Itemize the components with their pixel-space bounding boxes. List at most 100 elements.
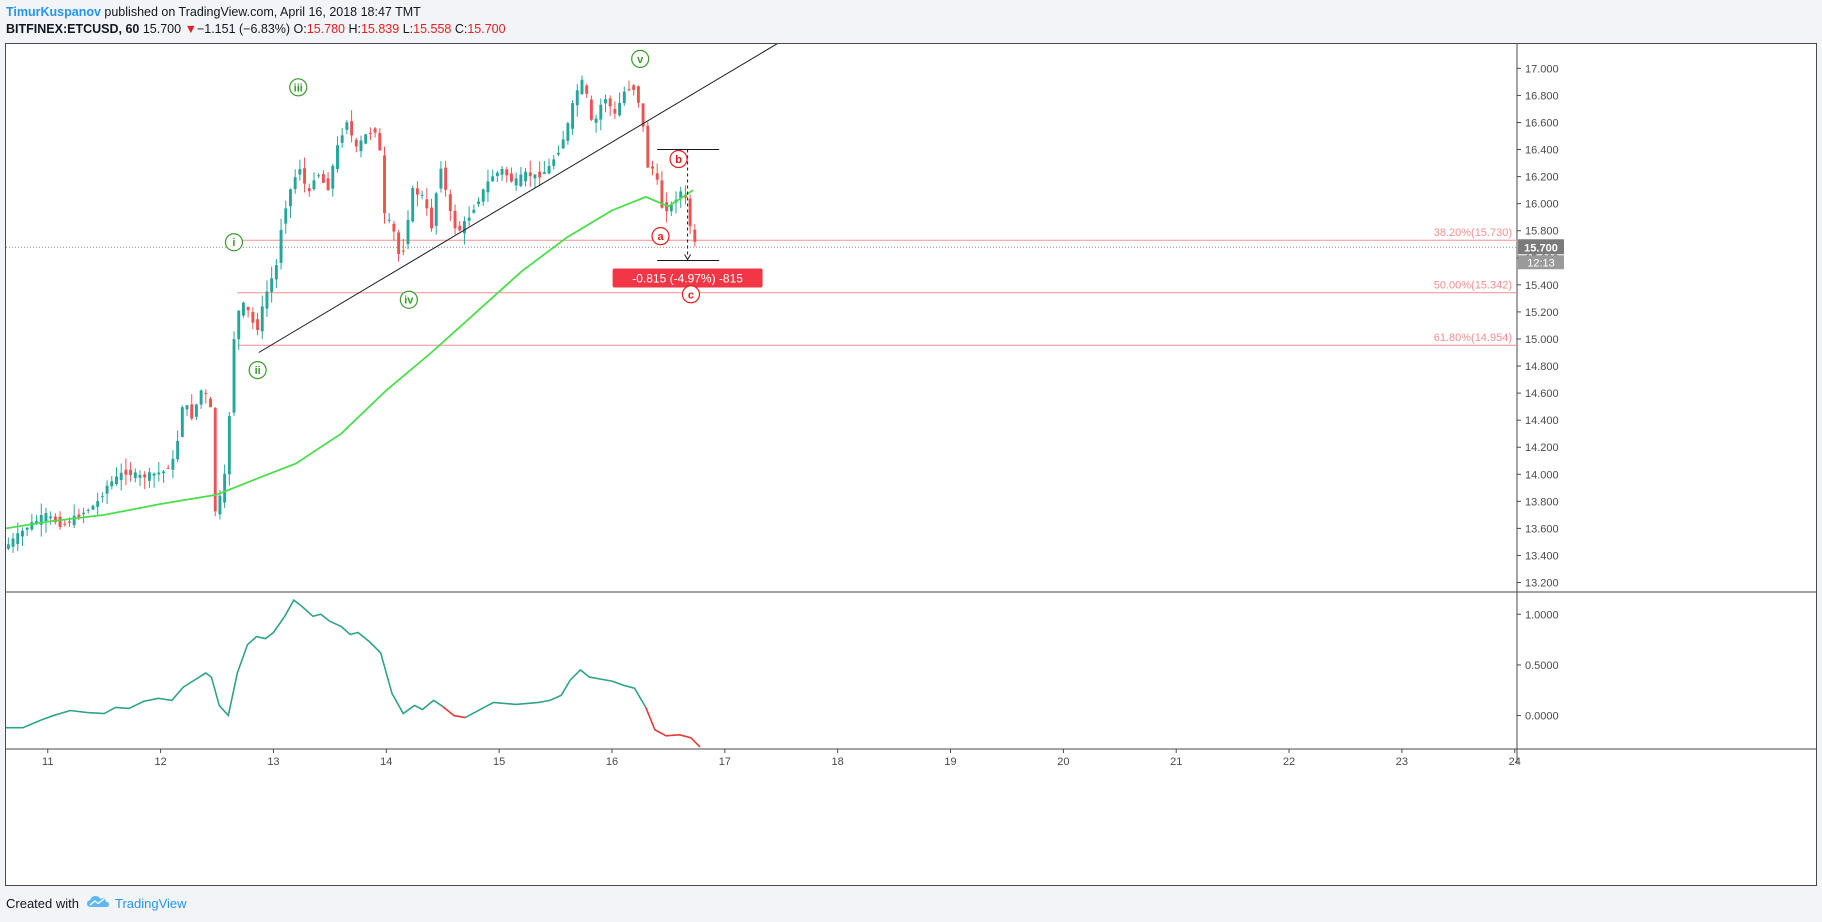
- candle-up: [265, 291, 269, 309]
- candle-up: [580, 79, 584, 95]
- wave-label-circle: [651, 227, 670, 246]
- countdown-tag: [1518, 255, 1564, 270]
- publisher-line: TimurKuspanov published on TradingView.c…: [6, 5, 421, 19]
- candle-up: [312, 180, 316, 190]
- symbol-name[interactable]: BITFINEX:ETCUSD, 60: [6, 22, 140, 36]
- candle-up: [364, 134, 368, 144]
- candle-up: [171, 458, 175, 470]
- high-value: 15.839: [360, 22, 400, 36]
- fib-level-label: 38.20%(15.730): [1434, 227, 1512, 239]
- candle-up: [157, 472, 161, 475]
- candle-down: [213, 408, 217, 512]
- candle-up: [82, 512, 86, 515]
- candle-down: [453, 210, 457, 229]
- candle-up: [298, 169, 302, 175]
- candle-up: [462, 221, 466, 234]
- candle-up: [604, 99, 607, 104]
- candle-down: [392, 223, 396, 232]
- candle-down: [641, 103, 645, 127]
- candle-down: [321, 173, 325, 183]
- open-label: O:: [293, 22, 307, 36]
- candle-up: [420, 194, 424, 196]
- candle-down: [166, 467, 170, 469]
- candle-up: [359, 140, 363, 152]
- price-change: −1.151 (−6.83%): [196, 22, 291, 36]
- candle-up: [552, 159, 556, 166]
- candle-up: [599, 104, 603, 120]
- candle-up: [96, 501, 100, 507]
- candle-up: [411, 188, 415, 222]
- tradingview-brand-link[interactable]: TradingView: [114, 895, 187, 911]
- price-tick-label: 16.800: [1525, 90, 1559, 102]
- chart-container[interactable]: 13.200 13.400 13.600 13.800 14.000 14.200 14.4…: [5, 43, 1817, 886]
- candle-down: [256, 319, 260, 330]
- candle-up: [279, 229, 283, 263]
- candle-up: [180, 407, 184, 437]
- candle-down: [655, 173, 659, 180]
- time-tick-label: 11: [42, 756, 53, 768]
- author-link[interactable]: TimurKuspanov: [6, 5, 101, 19]
- time-tick-label: 21: [1170, 756, 1182, 768]
- candle-up: [571, 103, 575, 129]
- candle-up: [72, 515, 76, 526]
- candle-down: [190, 404, 194, 419]
- candle-up: [270, 278, 274, 292]
- candle-down: [665, 202, 669, 212]
- countdown-tag-label: 12:13: [1527, 257, 1555, 269]
- time-tick-label: 22: [1283, 756, 1295, 768]
- candle-up: [133, 472, 137, 479]
- candle-up: [542, 172, 546, 174]
- candle-up: [340, 135, 344, 143]
- time-tick-label: 19: [944, 756, 956, 768]
- tradingview-cloud-icon[interactable]: [86, 895, 109, 912]
- candle-up: [561, 139, 565, 149]
- current-price-tag: [1518, 239, 1564, 255]
- wave-label-circle: [399, 290, 418, 309]
- price-tick-label: 17.000: [1525, 63, 1559, 75]
- candle-up: [176, 440, 180, 460]
- chart-canvas[interactable]: 13.200 13.400 13.600 13.800 14.000 14.200 14.4…: [6, 44, 1816, 885]
- candle-up: [6, 544, 10, 549]
- candle-up: [35, 520, 39, 523]
- wave-label-ii: ii: [255, 365, 261, 377]
- price-tick-label: 16.200: [1525, 172, 1559, 184]
- candle-up: [138, 474, 142, 478]
- candle-up: [336, 145, 339, 169]
- high-label: H:: [348, 22, 361, 36]
- candle-up: [491, 176, 495, 182]
- candle-down: [124, 469, 128, 475]
- candle-down: [458, 225, 462, 231]
- price-tick-label: 15.000: [1525, 334, 1559, 346]
- wave-label-circle: [289, 78, 308, 97]
- candle-up: [500, 168, 504, 175]
- published-text: published on TradingView.com, April 16, …: [104, 5, 421, 19]
- candle-down: [378, 133, 382, 151]
- price-tick-label: 14.200: [1525, 442, 1559, 454]
- candle-down: [303, 168, 307, 184]
- candle-down: [368, 132, 372, 134]
- candle-up: [594, 118, 598, 123]
- candle-down: [53, 516, 57, 523]
- candle-down: [651, 166, 654, 169]
- oscillator-line: [6, 598, 444, 729]
- candle-up: [406, 219, 410, 245]
- candle-down: [636, 86, 640, 103]
- candle-up: [524, 171, 528, 182]
- candle-up: [105, 485, 109, 494]
- price-tick-label: 13.600: [1525, 523, 1559, 535]
- candle-up: [199, 390, 203, 405]
- wave-label-circle: [224, 233, 244, 252]
- time-tick-label: 16: [606, 756, 618, 768]
- candle-up: [679, 191, 683, 199]
- candle-up: [486, 181, 490, 193]
- price-tick-label: 14.600: [1525, 388, 1559, 400]
- last-price: 15.700: [142, 22, 182, 36]
- candle-up: [237, 310, 241, 340]
- price-tick-label: 14.000: [1525, 469, 1559, 481]
- candle-up: [25, 527, 29, 530]
- price-tick-label: 15.200: [1525, 307, 1559, 319]
- wave-label-iv: iv: [404, 295, 414, 307]
- wave-label-a: a: [657, 231, 664, 243]
- candle-down: [415, 188, 419, 195]
- price-tick-label: 16.000: [1525, 199, 1559, 211]
